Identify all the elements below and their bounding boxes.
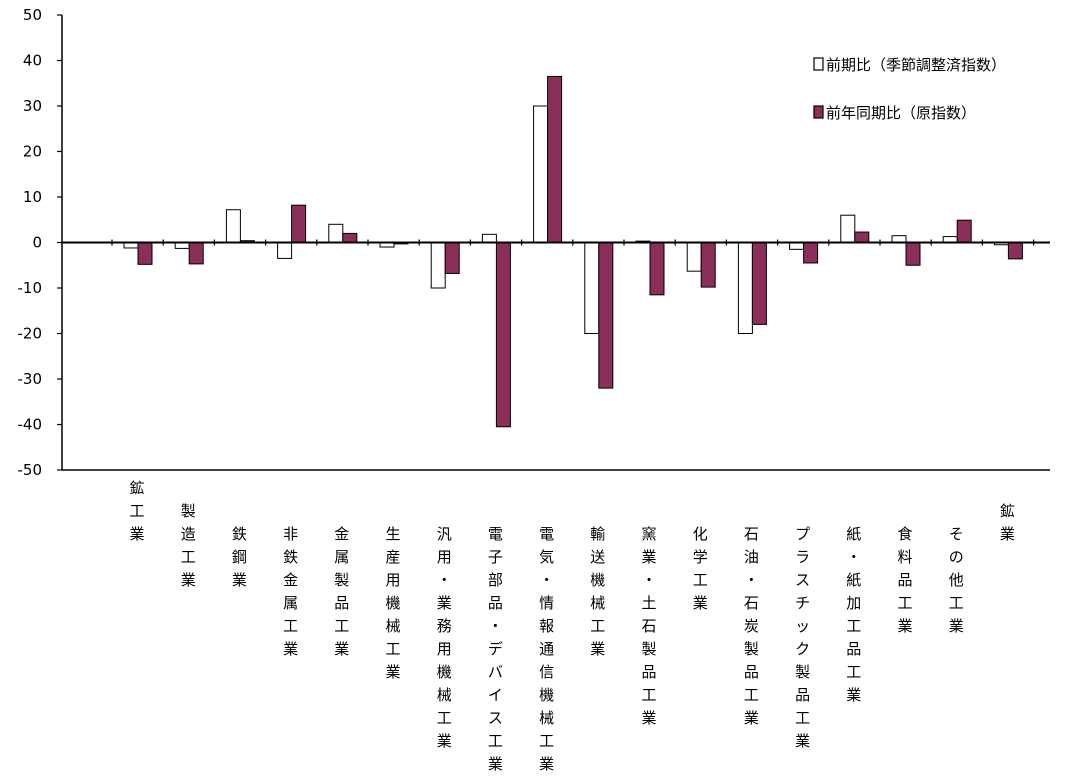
x-axis-labels: 鉱工業 製造工業 鉄鋼業 非鉄金属工業 金属製品工業 生産用機械工業 汎用・業務用機械工業 電… <box>129 479 1014 773</box>
bar-mom <box>481 233 497 243</box>
zero-line <box>62 239 1050 246</box>
y-tick-label: -20 <box>18 325 43 343</box>
x-category-label: 汎用・業務用機械工業 <box>437 525 452 750</box>
bar-yoy <box>137 242 153 265</box>
legend-label-yoy: 前年同期比（原指数） <box>826 104 976 122</box>
y-tick-label: -30 <box>18 370 43 388</box>
x-category-label: 鉄鋼業 <box>232 525 247 589</box>
bar-yoy <box>291 204 307 244</box>
bar-mom <box>686 242 702 272</box>
x-category-label: 電子部品・デバイス工業 <box>488 525 503 773</box>
bars <box>123 75 1023 428</box>
y-tick-label: -10 <box>18 279 43 297</box>
bar-yoy <box>188 242 204 265</box>
bar-yoy <box>803 242 819 264</box>
x-category-label: 紙・紙加工品工業 <box>846 525 861 704</box>
bar-mom <box>328 223 344 244</box>
bar-mom <box>891 235 907 244</box>
bar-yoy <box>495 242 511 428</box>
y-tick-label: 10 <box>23 188 42 206</box>
y-tick-label: 20 <box>23 143 42 161</box>
bar-yoy <box>649 242 665 296</box>
bar-yoy <box>700 242 716 288</box>
bar-mom <box>584 242 600 334</box>
bar-yoy <box>444 242 460 274</box>
x-category-label: 石油・石炭製品工業 <box>744 525 759 727</box>
bar-yoy <box>1007 242 1023 260</box>
x-category-label: 金属製品工業 <box>334 525 349 658</box>
y-tick-label: -40 <box>18 416 43 434</box>
bar-mom <box>789 242 805 250</box>
y-tick-label: -50 <box>18 461 43 479</box>
y-tick-label: 30 <box>23 97 42 115</box>
bar-yoy <box>342 232 358 243</box>
y-tick-label: 50 <box>23 6 42 24</box>
bar-yoy <box>547 75 563 243</box>
x-category-label: 化学工業 <box>693 525 708 612</box>
y-tick-label: 0 <box>32 234 42 252</box>
x-category-label: 窯業・土石製品工業 <box>641 525 656 727</box>
legend-swatch-mom <box>813 57 824 71</box>
x-category-label: その他工業 <box>949 525 964 635</box>
bar-mom <box>737 242 753 334</box>
x-category-label: 非鉄金属工業 <box>283 525 298 658</box>
x-category-label: 食料品工業 <box>897 525 912 635</box>
legend-swatch-yoy <box>813 105 824 119</box>
bar-yoy <box>751 242 767 325</box>
bar-yoy <box>854 231 870 244</box>
x-category-label: プラスチック製品工業 <box>795 525 810 750</box>
legend-label-mom: 前期比（季節調整済指数） <box>826 56 1006 74</box>
bar-yoy <box>905 242 921 266</box>
x-category-label: 鉱工業 <box>129 479 144 543</box>
y-axis: 50 40 30 20 10 0 -10 -20 -30 -40 -50 <box>18 6 1050 479</box>
y-tick-label: 40 <box>23 52 42 70</box>
bar-yoy <box>956 219 972 244</box>
x-category-label: 輸送機械工業 <box>590 525 605 658</box>
bar-mom <box>430 242 446 289</box>
x-category-label: 鉱業 <box>1000 502 1015 543</box>
legend: 前期比（季節調整済指数） 前年同期比（原指数） <box>813 56 1006 122</box>
bar-mom <box>533 105 549 243</box>
bar-yoy <box>598 242 614 389</box>
bar-mom <box>225 209 241 244</box>
bar-mom <box>277 242 293 259</box>
x-category-label: 生産用機械工業 <box>385 525 400 681</box>
bar-mom <box>840 214 856 243</box>
x-category-label: 電気・情報通信機械工業 <box>539 525 554 773</box>
x-category-label: 製造工業 <box>181 502 196 589</box>
